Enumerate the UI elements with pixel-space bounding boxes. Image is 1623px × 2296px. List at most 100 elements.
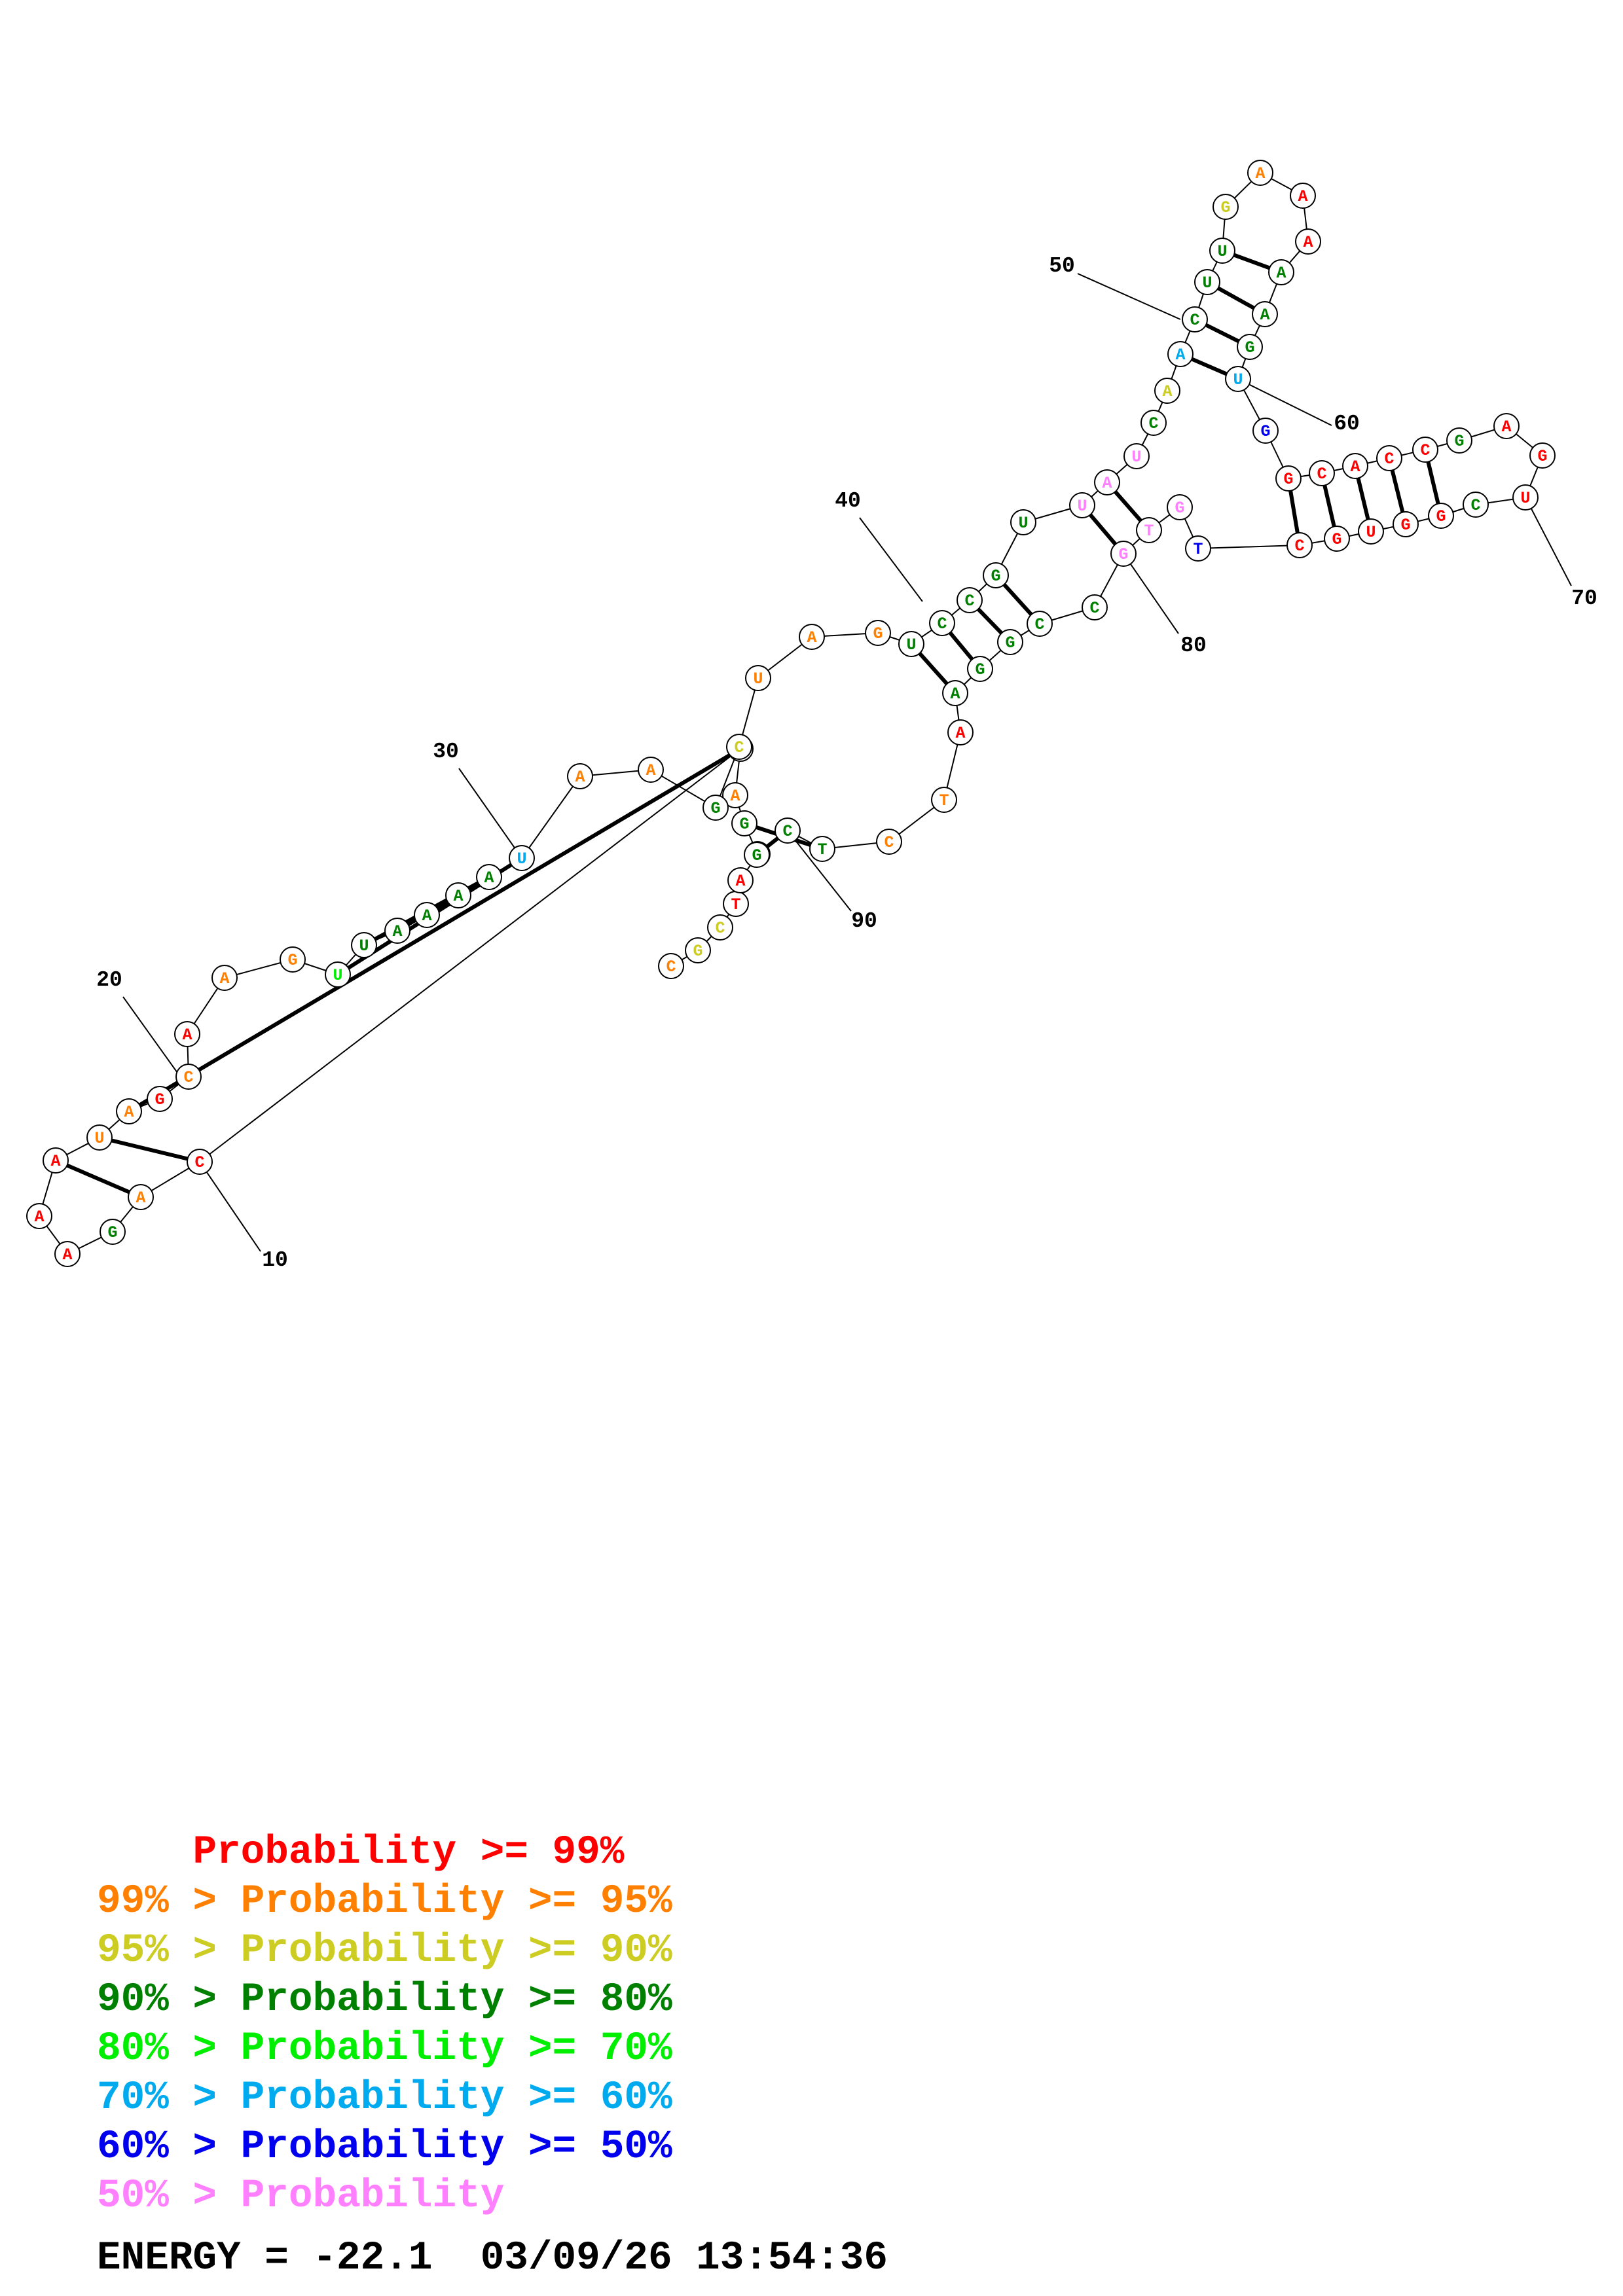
nucleotide: A [128, 1184, 154, 1210]
nucleotide: C [1376, 445, 1402, 471]
backbone-segment [521, 776, 581, 859]
nucleotide-circle [707, 914, 733, 941]
nucleotide: C [707, 914, 733, 941]
nucleotide-circle [1213, 194, 1239, 220]
nucleotide-letter: G [1537, 447, 1547, 466]
legend-line-90: 95% > Probability >= 90% [97, 1931, 672, 1971]
nucleotide-letter: A [1260, 306, 1269, 325]
nucleotide-circle [1154, 378, 1180, 404]
nucleotide-circle [942, 680, 968, 706]
base-pair-line [99, 1136, 200, 1164]
legend-prefix: 50% > [97, 2174, 241, 2219]
nucleotide: C [1140, 410, 1167, 436]
nucleotide-circle [1446, 427, 1472, 454]
nucleotide: U [509, 845, 535, 871]
nucleotide-letter: C [1148, 414, 1158, 433]
index-leader-line [787, 830, 852, 912]
nucleotide: C [929, 610, 955, 636]
nucleotide: T [931, 787, 957, 813]
nucleotide-letter: A [1350, 457, 1360, 476]
nucleotide-letter: G [1005, 634, 1015, 653]
nucleotide-circle [567, 763, 593, 789]
nucleotide-circle [128, 1184, 154, 1210]
nucleotide-circle [731, 810, 757, 836]
nucleotide-letter: A [1255, 164, 1265, 183]
nucleotide-circle [1247, 160, 1273, 186]
nucleotide-circle [1010, 509, 1036, 535]
nucleotide-circle [187, 1149, 213, 1175]
nucleotide-letter: U [1217, 242, 1227, 261]
nucleotide-circle [967, 656, 993, 682]
nucleotide-letter: G [1245, 338, 1254, 357]
nucleotide-letter: G [1332, 530, 1341, 549]
nucleotide-circle [351, 932, 377, 958]
nucleotide: U [1209, 238, 1235, 264]
nucleotide-letter: T [1144, 522, 1154, 541]
nucleotide: U [325, 961, 351, 988]
nucleotide: U [351, 932, 377, 958]
nucleotide: C [1182, 306, 1208, 332]
nucleotide-letter: G [1400, 516, 1410, 535]
nucleotide: T [809, 836, 835, 862]
nucleotide-circle [445, 882, 471, 908]
nucleotide: A [947, 719, 974, 745]
nucleotide: A [476, 864, 502, 890]
nucleotide-circle [325, 961, 351, 988]
nucleotide: G [1213, 194, 1239, 220]
nucleotide: A [1493, 413, 1520, 439]
nucleotide-circle [1194, 269, 1220, 295]
nucleotide-letter: C [666, 958, 676, 977]
nucleotide-letter: A [392, 922, 402, 941]
nucleotide: A [445, 882, 471, 908]
nucleotide: G [997, 629, 1023, 655]
legend-label: Probability >= 50% [240, 2125, 672, 2170]
nucleotide: A [1252, 301, 1278, 327]
backbone-lines [39, 172, 1543, 1255]
nucleotide-circle [1252, 301, 1278, 327]
nucleotide-letter: C [194, 1153, 204, 1172]
nucleotide: G [983, 562, 1009, 588]
nucleotide-letter: U [359, 937, 369, 956]
nucleotide-circle [1110, 541, 1137, 567]
nucleotide: A [43, 1147, 69, 1174]
nucleotide: A [638, 757, 664, 783]
nucleotide-letter: U [1233, 370, 1243, 389]
nucleotide-letter: G [1175, 499, 1184, 518]
index-label: 50 [1049, 254, 1075, 278]
nucleotide-circle [1136, 517, 1162, 543]
index-label: 20 [96, 968, 122, 992]
timestamp: 03/09/26 13:54:36 [480, 2236, 888, 2281]
nucleotide-circle [147, 1086, 173, 1112]
nucleotide-circle [1376, 445, 1402, 471]
nucleotide-letter: G [1260, 422, 1270, 441]
nucleotide-circle [1252, 418, 1279, 444]
nucleotide-circle [1167, 494, 1193, 520]
nucleotide: A [54, 1241, 81, 1267]
nucleotide-circle [1295, 228, 1321, 255]
nucleotide-circle [809, 836, 835, 862]
nucleotide: A [567, 763, 593, 789]
nucleotide: C [1309, 460, 1335, 486]
index-label: 40 [835, 489, 861, 513]
nucleotide-circle [211, 965, 238, 991]
nucleotide-circle [1140, 410, 1167, 436]
nucleotide-letter: G [1220, 198, 1230, 217]
backbone-segment [1197, 545, 1300, 549]
nucleotide: C [726, 734, 752, 760]
nucleotide-circle [744, 842, 770, 868]
legend-line-95: 99% > Probability >= 95% [97, 1882, 672, 1922]
nucleotide-letter: C [1420, 441, 1430, 460]
nucleotide: U [898, 631, 924, 657]
nucleotide-letter: G [155, 1090, 164, 1109]
nucleotide: C [957, 587, 983, 613]
nucleotide: G [147, 1086, 173, 1112]
nucleotide-circle [658, 953, 684, 979]
legend-prefix: 70% > [97, 2075, 241, 2121]
nucleotide-circle [983, 562, 1009, 588]
legend-prefix: 80% > [97, 2026, 241, 2072]
nucleotide: G [865, 620, 891, 646]
legend-label: Probability [240, 2174, 505, 2219]
nucleotide-letter: A [1175, 346, 1185, 365]
nucleotide-letter: C [1034, 615, 1044, 634]
nucleotide-circle [1268, 259, 1294, 285]
